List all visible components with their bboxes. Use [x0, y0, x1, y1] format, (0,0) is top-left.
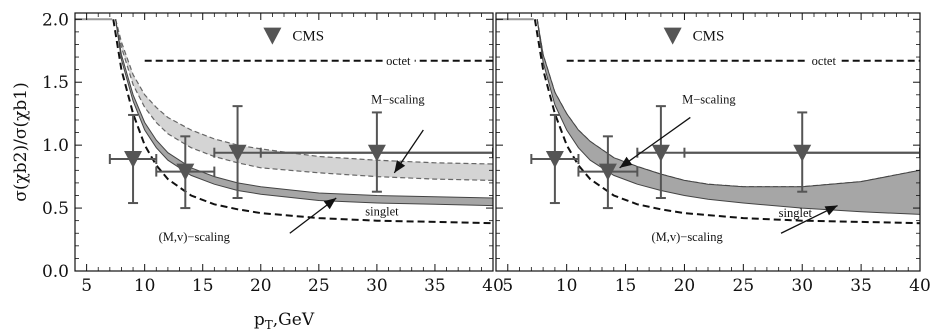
legend-cms-marker: [663, 27, 682, 45]
y-axis-title: σ(χb2)/σ(χb1): [11, 82, 31, 201]
singlet-curve: [533, 19, 920, 225]
y-axis-title-text: σ(χb2)/σ(χb1): [11, 82, 31, 201]
cms-point: [176, 163, 195, 181]
x-tick-label: 40: [909, 276, 931, 296]
singlet-label: singlet: [779, 206, 813, 220]
y-tick-label: 0.5: [42, 199, 69, 219]
cms-point: [598, 163, 617, 181]
cms-point: [651, 144, 670, 162]
x-tick-label: 20: [250, 276, 272, 296]
x-tick-label: 10: [556, 276, 578, 296]
singlet-label: singlet: [365, 205, 399, 219]
plot-area: [75, 18, 493, 225]
x-tick-label: 15: [192, 276, 214, 296]
mv-scaling-label: (M,v)−scaling: [159, 230, 231, 244]
m-scaling-label: M−scaling: [371, 93, 425, 107]
x-tick-label: 30: [791, 276, 813, 296]
x-tick-label: 5: [81, 276, 92, 296]
x-axis-title-text: pT,GeV: [254, 310, 315, 332]
mv-scaling-lower-edge: [115, 19, 493, 207]
panel-left: CMS octet singlet M−scaling (M,v)−scaling 5 10…: [42, 10, 504, 296]
y-tick-label: 2.0: [42, 10, 69, 30]
mv-scaling-lower-edge: [536, 19, 920, 215]
octet-label-bg: [808, 52, 841, 68]
y-tick-label: 1.0: [42, 136, 69, 156]
m-scaling-arrowhead: [619, 156, 633, 168]
x-tick-label: 15: [615, 276, 637, 296]
cms-point: [545, 150, 564, 168]
x-tick-label: 5: [502, 276, 513, 296]
octet-label: octet: [812, 54, 837, 68]
mv-scaling-upper-edge: [536, 19, 920, 188]
singlet-curve: [112, 19, 493, 225]
m-scaling-band: [115, 19, 493, 181]
cms-point: [228, 144, 247, 162]
cms-point: [793, 144, 812, 162]
x-tick-label: 25: [733, 276, 755, 296]
cms-point: [124, 150, 143, 168]
cms-point: [367, 144, 386, 162]
m-scaling-lower-edge: [115, 19, 493, 181]
m-scaling-lower-edge: [536, 19, 920, 207]
m-scaling-label: M−scaling: [682, 93, 736, 107]
legend-cms-label: CMS: [693, 29, 725, 45]
legend-cms-marker: [263, 27, 282, 45]
x-tick-label: 20: [674, 276, 696, 296]
m-scaling-arrow: [619, 116, 691, 169]
x-tick-label: 35: [424, 276, 446, 296]
m-scaling-upper-edge: [115, 19, 493, 165]
octet-label-bg: [382, 52, 415, 68]
mv-scaling-arrowhead: [824, 205, 838, 216]
plot-area: [496, 18, 920, 225]
y-tick-label: 0.0: [42, 262, 69, 282]
x-tick-label: 30: [366, 276, 388, 296]
octet-label: octet: [386, 54, 411, 68]
x-tick-label: 40: [482, 276, 504, 296]
mv-scaling-arrowhead: [323, 198, 337, 210]
y-tick-label: 1.5: [42, 73, 69, 93]
x-tick-label: 25: [308, 276, 330, 296]
mv-scaling-label: (M,v)−scaling: [651, 230, 723, 244]
panel-right: CMS octet singlet M−scaling (M,v)−scaling 5 10…: [495, 12, 931, 296]
x-tick-label: 10: [134, 276, 156, 296]
x-axis-title: pT,GeV: [254, 310, 315, 332]
m-scaling-arrowhead: [394, 160, 406, 173]
m-scaling-band: [537, 19, 920, 206]
x-tick-label: 35: [850, 276, 872, 296]
plot-frame: [74, 12, 494, 272]
mv-scaling-band: [537, 19, 920, 215]
legend-cms-label: CMS: [292, 29, 324, 45]
